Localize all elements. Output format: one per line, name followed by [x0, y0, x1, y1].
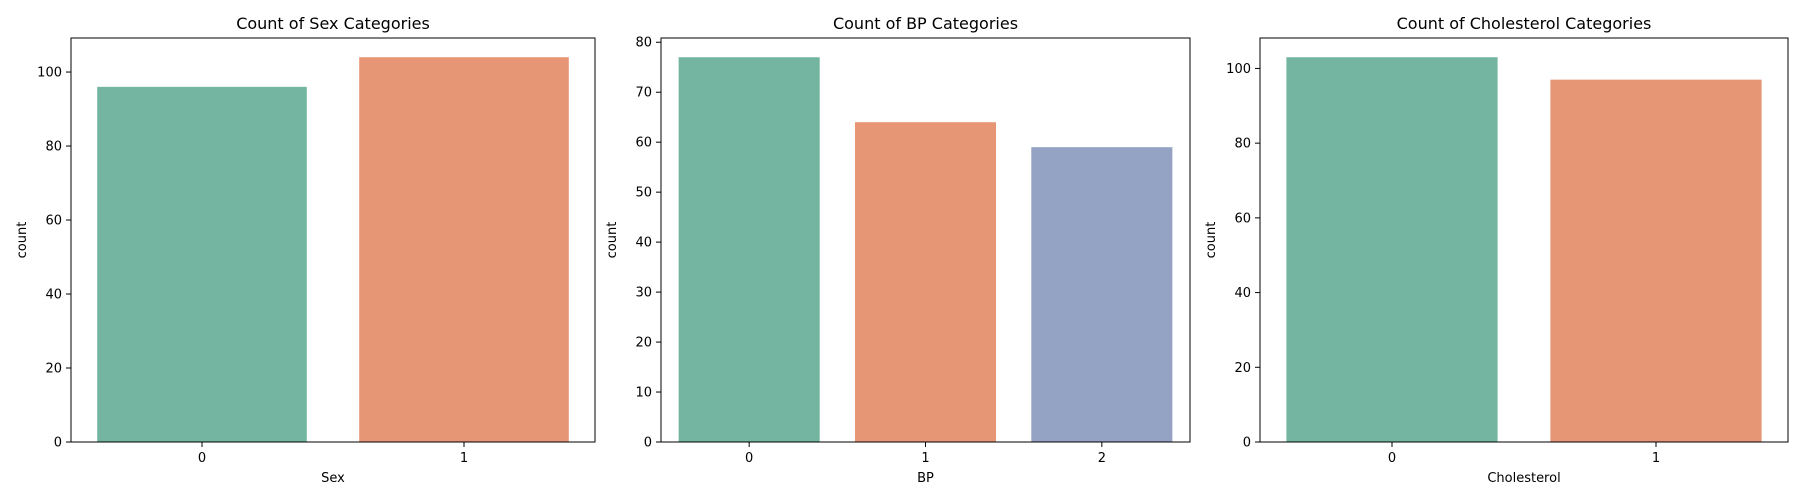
- x-tick-label-1-2: 2: [1098, 451, 1106, 466]
- x-tick-label-1-1: 1: [921, 451, 929, 466]
- bar-0-1: [359, 57, 569, 443]
- y-tick-label-0-2: 40: [45, 288, 62, 303]
- y-tick-label-2-0: 0: [1243, 436, 1251, 451]
- bar-2-0: [1286, 57, 1498, 443]
- y-tick-label-0-0: 0: [54, 436, 62, 451]
- y-tick-label-1-2: 20: [635, 336, 652, 351]
- x-tick-label-1-0: 0: [745, 451, 753, 466]
- bar-0-0: [97, 86, 307, 442]
- bar-1-0: [678, 57, 820, 443]
- y-tick-label-1-1: 10: [635, 386, 652, 401]
- chart-title-1: Count of BP Categories: [833, 14, 1018, 33]
- y-tick-label-0-3: 60: [45, 214, 62, 229]
- x-axis-label-1: BP: [917, 471, 934, 486]
- y-axis-label-2: count: [1204, 222, 1219, 259]
- y-tick-label-2-3: 60: [1234, 211, 1251, 226]
- x-tick-label-2-0: 0: [1388, 451, 1396, 466]
- y-tick-label-0-4: 80: [45, 140, 62, 155]
- chart-title-0: Count of Sex Categories: [236, 14, 430, 33]
- y-tick-label-2-1: 20: [1234, 361, 1251, 376]
- y-tick-label-1-0: 0: [644, 436, 652, 451]
- y-tick-label-1-7: 70: [635, 86, 652, 101]
- y-tick-label-1-3: 30: [635, 286, 652, 301]
- axes-frame-0: [70, 37, 596, 443]
- x-axis-label-0: Sex: [321, 471, 345, 486]
- y-tick-label-1-4: 40: [635, 236, 652, 251]
- y-axis-label-1: count: [605, 222, 620, 259]
- bar-1-1: [854, 122, 997, 442]
- x-tick-label-2-1: 1: [1652, 451, 1660, 466]
- axes-frame-2: [1259, 37, 1789, 443]
- y-tick-label-2-5: 100: [1226, 62, 1251, 77]
- y-tick-label-2-2: 40: [1234, 286, 1251, 301]
- y-tick-label-1-8: 80: [635, 36, 652, 51]
- y-tick-label-2-4: 80: [1234, 137, 1251, 152]
- x-tick-label-0-1: 1: [460, 451, 468, 466]
- y-tick-label-0-1: 20: [45, 362, 62, 377]
- y-tick-label-0-5: 100: [37, 66, 62, 81]
- x-axis-label-2: Cholesterol: [1487, 471, 1560, 486]
- bar-1-2: [1031, 147, 1173, 442]
- x-tick-label-0-0: 0: [198, 451, 206, 466]
- bar-2-1: [1550, 79, 1762, 443]
- y-tick-label-1-5: 50: [635, 186, 652, 201]
- y-axis-label-0: count: [15, 222, 30, 259]
- y-tick-label-1-6: 60: [635, 136, 652, 151]
- chart-title-2: Count of Cholesterol Categories: [1397, 14, 1652, 33]
